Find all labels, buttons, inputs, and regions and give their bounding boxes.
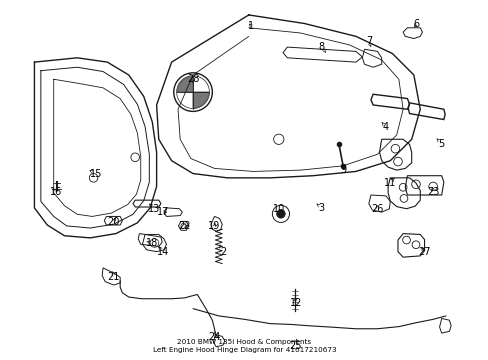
Text: 19: 19 xyxy=(208,221,220,231)
Text: 2010 BMW 135i Hood & Components
Left Engine Hood Hinge Diagram for 41617210673: 2010 BMW 135i Hood & Components Left Eng… xyxy=(152,338,336,352)
Text: 22: 22 xyxy=(178,221,190,231)
Text: 26: 26 xyxy=(370,204,383,214)
Text: 28: 28 xyxy=(186,74,199,84)
Text: 3: 3 xyxy=(318,203,324,213)
Text: 16: 16 xyxy=(50,186,62,197)
Text: 8: 8 xyxy=(318,42,324,52)
Text: 2: 2 xyxy=(220,247,226,257)
Text: 25: 25 xyxy=(289,341,302,351)
Text: 4: 4 xyxy=(382,122,388,132)
Text: 11: 11 xyxy=(384,178,396,188)
Text: 1: 1 xyxy=(247,21,253,31)
Text: 23: 23 xyxy=(426,186,438,197)
Text: 17: 17 xyxy=(157,207,169,217)
Text: 7: 7 xyxy=(365,36,371,46)
Text: 10: 10 xyxy=(272,204,285,214)
Text: 12: 12 xyxy=(289,298,302,308)
Text: 27: 27 xyxy=(417,247,430,257)
Text: 20: 20 xyxy=(107,217,120,226)
Text: 21: 21 xyxy=(107,272,120,282)
Text: 13: 13 xyxy=(148,204,160,214)
Circle shape xyxy=(276,210,285,218)
Text: 9: 9 xyxy=(339,165,346,175)
Polygon shape xyxy=(193,92,208,108)
Polygon shape xyxy=(177,76,193,92)
Text: 14: 14 xyxy=(157,247,169,257)
Text: 24: 24 xyxy=(208,332,220,342)
Text: 15: 15 xyxy=(90,170,102,179)
Text: 5: 5 xyxy=(438,139,444,149)
Text: 18: 18 xyxy=(146,238,158,248)
Text: 6: 6 xyxy=(412,18,418,28)
